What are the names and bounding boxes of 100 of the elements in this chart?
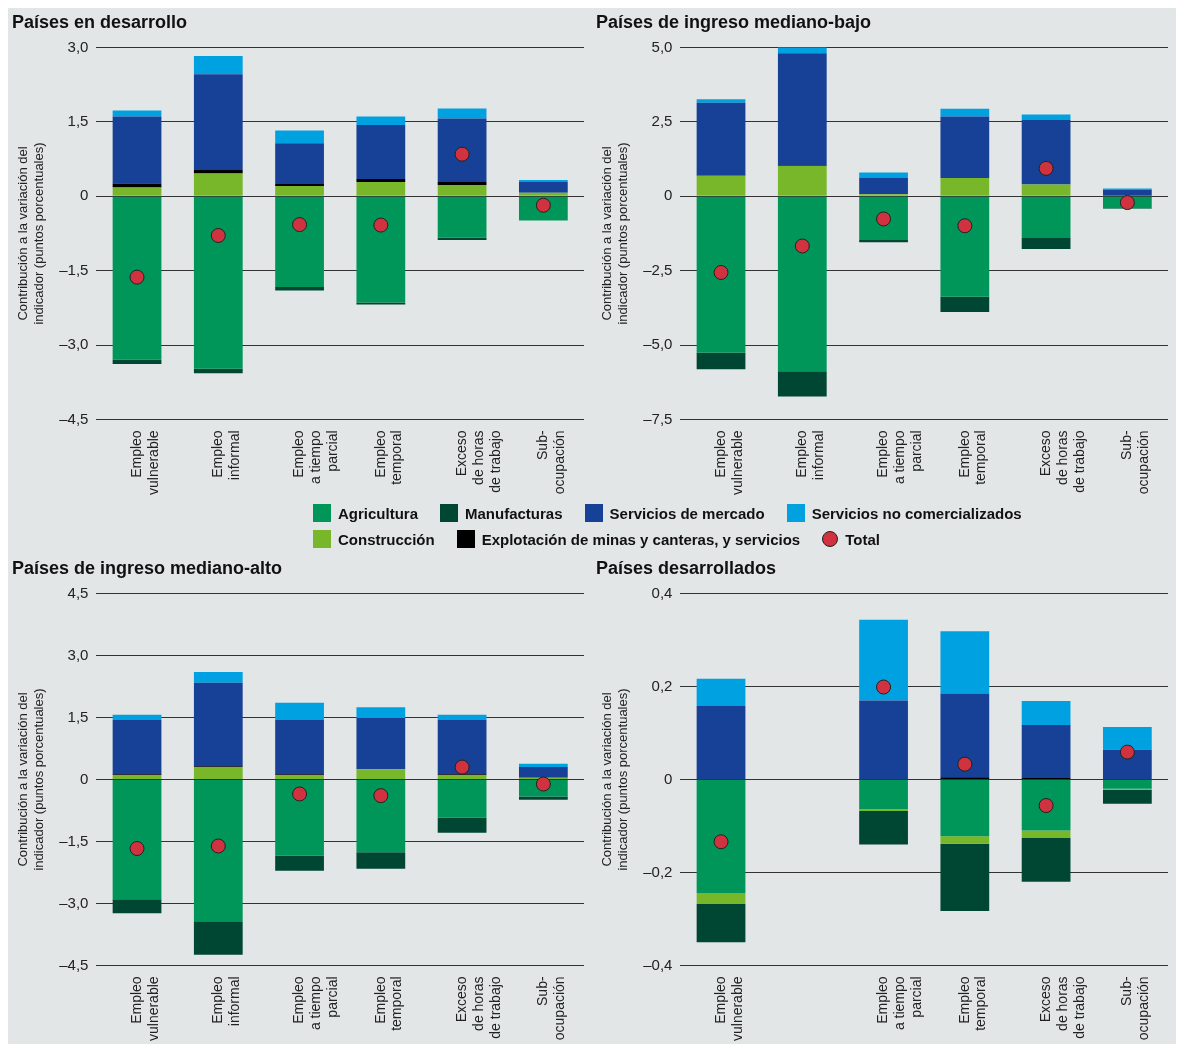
bar bbox=[356, 717, 406, 770]
bar bbox=[1021, 830, 1071, 839]
bar bbox=[1021, 184, 1071, 196]
bar bbox=[193, 921, 243, 955]
chart-title: Países de ingreso mediano-bajo bbox=[596, 11, 872, 32]
y-tick-label: 4,5 bbox=[67, 583, 89, 601]
bar bbox=[356, 769, 406, 779]
bar bbox=[859, 240, 908, 243]
bar bbox=[940, 843, 990, 912]
bar bbox=[356, 178, 406, 182]
y-tick-label: 1,5 bbox=[67, 707, 89, 725]
bar bbox=[940, 177, 990, 196]
bar bbox=[1021, 114, 1071, 120]
bar bbox=[1021, 119, 1071, 185]
bar bbox=[859, 619, 908, 701]
legend-label: Total bbox=[845, 530, 880, 548]
bar bbox=[275, 287, 324, 291]
bar bbox=[777, 53, 827, 166]
bar bbox=[859, 700, 908, 779]
bar bbox=[1021, 196, 1071, 238]
bar bbox=[275, 196, 324, 288]
point bbox=[1119, 744, 1135, 760]
x-tick-label: Exceso de horas de trabajo bbox=[1036, 976, 1087, 1039]
y-tick-label: –4,5 bbox=[59, 409, 89, 427]
legend-label: Servicios de mercado bbox=[609, 504, 765, 522]
bar bbox=[193, 767, 243, 779]
chart-title: Países de ingreso mediano-alto bbox=[12, 557, 283, 578]
legend-label: Construcción bbox=[338, 530, 435, 548]
bar bbox=[356, 707, 406, 718]
y-tick-label: 0,2 bbox=[651, 676, 673, 694]
bar bbox=[1102, 726, 1152, 750]
y-tick-label: –3,0 bbox=[59, 893, 89, 911]
bar bbox=[940, 116, 990, 178]
bar bbox=[518, 763, 568, 768]
bar bbox=[193, 170, 243, 174]
point bbox=[373, 788, 389, 804]
chart-title: Países en desarrollo bbox=[12, 11, 188, 32]
bar bbox=[275, 774, 324, 779]
x-tick-label: Empleo a tiempo parcial bbox=[290, 976, 341, 1031]
bar bbox=[859, 811, 908, 845]
y-tick-label: 0 bbox=[664, 186, 673, 204]
bar bbox=[1021, 700, 1071, 726]
bar bbox=[940, 780, 990, 837]
bar bbox=[1102, 749, 1152, 779]
bar bbox=[1021, 237, 1071, 249]
point bbox=[1119, 195, 1135, 211]
bar bbox=[777, 165, 827, 196]
x-tick-label: Exceso de horas de trabajo bbox=[452, 976, 503, 1039]
bar bbox=[696, 99, 746, 103]
bar bbox=[1102, 780, 1152, 789]
bar bbox=[193, 780, 243, 922]
bar bbox=[112, 359, 162, 364]
bar bbox=[1102, 789, 1152, 804]
bar bbox=[1021, 838, 1071, 882]
bar bbox=[193, 196, 243, 369]
chart-title: Países desarrollados bbox=[596, 557, 777, 578]
y-tick-label: 0 bbox=[80, 769, 89, 787]
point bbox=[210, 227, 226, 243]
point bbox=[1038, 160, 1054, 176]
y-tick-label: –0,2 bbox=[643, 862, 673, 880]
y-axis-title: Contribución a la variación del indicador (puntos porcentuales) bbox=[15, 142, 46, 325]
point bbox=[129, 840, 145, 856]
y-tick-label: –1,5 bbox=[59, 260, 89, 278]
point bbox=[713, 264, 729, 280]
bar bbox=[275, 855, 324, 871]
bar bbox=[940, 108, 990, 117]
x-tick-label: Empleo vulnerable bbox=[711, 976, 745, 1042]
bar bbox=[112, 720, 162, 775]
x-tick-label: Empleo a tiempo parcial bbox=[874, 976, 925, 1031]
bar bbox=[193, 672, 243, 683]
point bbox=[957, 756, 973, 772]
x-tick-label: Empleo informal bbox=[209, 430, 242, 481]
bar bbox=[696, 904, 746, 943]
point bbox=[713, 834, 729, 850]
legend-label: Servicios no comercializados bbox=[811, 504, 1022, 522]
bar bbox=[275, 780, 324, 856]
bar bbox=[940, 196, 990, 297]
y-tick-label: 5,0 bbox=[651, 37, 673, 55]
y-tick-label: 0 bbox=[80, 186, 89, 204]
y-tick-label: 0 bbox=[664, 769, 673, 787]
bar bbox=[275, 130, 324, 144]
bar bbox=[356, 780, 406, 853]
bar bbox=[940, 693, 990, 778]
y-tick-label: 1,5 bbox=[67, 112, 89, 130]
bar bbox=[859, 780, 908, 810]
legend-label: Manufacturas bbox=[465, 504, 563, 522]
bar bbox=[777, 196, 827, 372]
bar bbox=[940, 296, 990, 313]
bar bbox=[437, 774, 487, 779]
bar bbox=[518, 192, 568, 196]
y-tick-label: 2,5 bbox=[651, 112, 673, 130]
bar bbox=[356, 181, 406, 196]
bar bbox=[112, 116, 162, 184]
bar bbox=[859, 172, 908, 178]
bar bbox=[437, 720, 487, 775]
y-tick-label: 0,4 bbox=[651, 583, 673, 601]
point bbox=[373, 217, 389, 233]
bar bbox=[1102, 189, 1152, 196]
bar bbox=[696, 352, 746, 370]
bar bbox=[112, 110, 162, 117]
